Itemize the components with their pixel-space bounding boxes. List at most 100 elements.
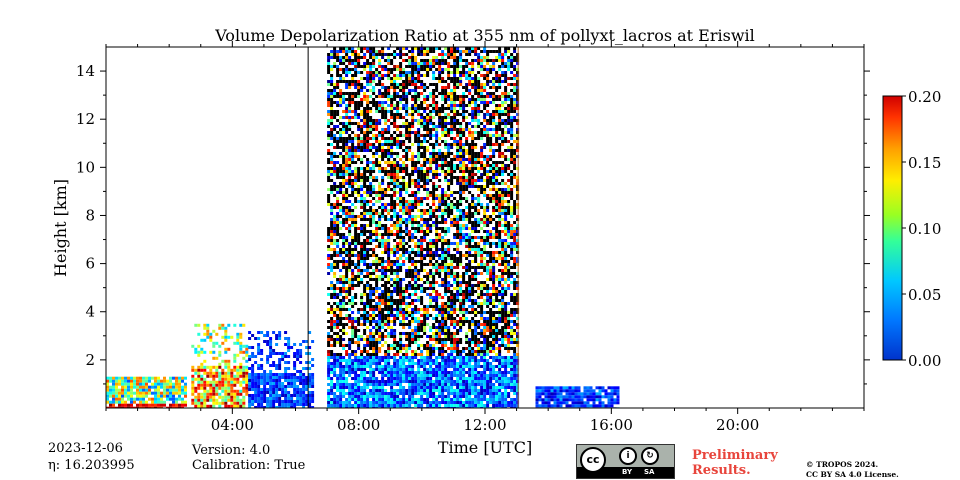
heatmap-cell xyxy=(305,385,309,388)
heatmap-cell xyxy=(381,278,385,281)
heatmap-cell xyxy=(293,394,297,397)
heatmap-cell xyxy=(372,239,376,242)
heatmap-cell xyxy=(417,308,421,311)
heatmap-cell xyxy=(444,101,448,104)
heatmap-cell xyxy=(360,86,364,89)
heatmap-cell xyxy=(405,122,409,125)
heatmap-cell xyxy=(363,56,367,59)
heatmap-cell xyxy=(372,164,376,167)
heatmap-cell xyxy=(405,188,409,191)
heatmap-cell xyxy=(420,353,424,356)
heatmap-cell xyxy=(453,260,457,263)
heatmap-cell xyxy=(417,296,421,299)
heatmap-cell xyxy=(212,392,216,396)
heatmap-cell xyxy=(447,197,451,200)
heatmap-cell xyxy=(245,392,249,396)
heatmap-cell xyxy=(438,206,442,209)
heatmap-cell xyxy=(354,197,358,200)
heatmap-cell xyxy=(333,332,337,335)
heatmap-cell xyxy=(423,221,427,224)
heatmap-cell xyxy=(284,373,288,376)
heatmap-cell xyxy=(372,119,376,122)
heatmap-cell xyxy=(275,385,279,388)
heatmap-cell xyxy=(366,101,370,104)
heatmap-cell xyxy=(396,74,400,77)
heatmap-cell xyxy=(402,68,406,71)
heatmap-cell xyxy=(438,113,442,116)
heatmap-cell xyxy=(405,323,409,326)
heatmap-cell xyxy=(348,50,352,53)
heatmap-cell xyxy=(459,329,463,332)
heatmap-cell xyxy=(112,379,115,383)
heatmap-cell xyxy=(423,230,427,233)
heatmap-cell xyxy=(399,188,403,191)
heatmap-cell xyxy=(233,404,237,408)
heatmap-cell xyxy=(336,362,340,365)
heatmap-cell xyxy=(429,152,433,155)
heatmap-cell xyxy=(360,242,364,245)
heatmap-cell xyxy=(384,116,388,119)
heatmap-cell xyxy=(336,251,340,254)
heatmap-cell xyxy=(278,367,282,370)
heatmap-cell xyxy=(414,377,418,380)
heatmap-cell xyxy=(369,77,373,80)
heatmap-cell xyxy=(432,242,436,245)
heatmap-cell xyxy=(384,167,388,170)
heatmap-cell xyxy=(456,404,460,407)
heatmap-cell xyxy=(405,368,409,371)
heatmap-cell xyxy=(109,385,112,389)
heatmap-cell xyxy=(142,394,145,398)
heatmap-cell xyxy=(284,403,288,406)
heatmap-cell xyxy=(459,122,463,125)
heatmap-cell xyxy=(281,394,285,397)
heatmap-cell xyxy=(393,371,397,374)
heatmap-cell xyxy=(438,293,442,296)
heatmap-cell xyxy=(124,394,127,398)
heatmap-cell xyxy=(378,242,382,245)
heatmap-cell xyxy=(426,197,430,200)
heatmap-cell xyxy=(399,56,403,59)
heatmap-cell xyxy=(333,203,337,206)
heatmap-cell xyxy=(336,395,340,398)
heatmap-cell xyxy=(363,251,367,254)
heatmap-cell xyxy=(411,293,415,296)
heatmap-cell xyxy=(405,74,409,77)
heatmap-cell xyxy=(441,341,445,344)
heatmap-cell xyxy=(417,113,421,116)
heatmap-cell xyxy=(450,305,454,308)
heatmap-cell xyxy=(336,218,340,221)
heatmap-cell xyxy=(354,233,358,236)
heatmap-cell xyxy=(290,397,294,400)
heatmap-cell xyxy=(444,173,448,176)
heatmap-cell xyxy=(387,293,391,296)
heatmap-cell xyxy=(438,320,442,323)
heatmap-cell xyxy=(384,299,388,302)
heatmap-cell xyxy=(417,185,421,188)
heatmap-cell xyxy=(206,389,210,393)
heatmap-cell xyxy=(106,400,109,404)
heatmap-cell xyxy=(372,191,376,194)
heatmap-cell xyxy=(339,128,343,131)
heatmap-cell xyxy=(169,391,172,395)
heatmap-cell xyxy=(378,380,382,383)
heatmap-cell xyxy=(275,367,279,370)
heatmap-cell xyxy=(345,323,349,326)
heatmap-cell xyxy=(423,119,427,122)
heatmap-cell xyxy=(336,263,340,266)
heatmap-cell xyxy=(357,191,361,194)
heatmap-cell xyxy=(426,167,430,170)
heatmap-cell xyxy=(333,362,337,365)
heatmap-cell xyxy=(342,338,346,341)
heatmap-cell xyxy=(399,47,403,50)
heatmap-cell xyxy=(381,92,385,95)
heatmap-cell xyxy=(375,404,379,407)
heatmap-cell xyxy=(378,371,382,374)
heatmap-cell xyxy=(417,386,421,389)
heatmap-cell xyxy=(456,380,460,383)
heatmap-cell xyxy=(360,248,364,251)
heatmap-cell xyxy=(236,398,240,402)
heatmap-cell xyxy=(369,149,373,152)
heatmap-cell xyxy=(414,404,418,407)
heatmap-cell xyxy=(333,65,337,68)
heatmap-cell xyxy=(381,275,385,278)
